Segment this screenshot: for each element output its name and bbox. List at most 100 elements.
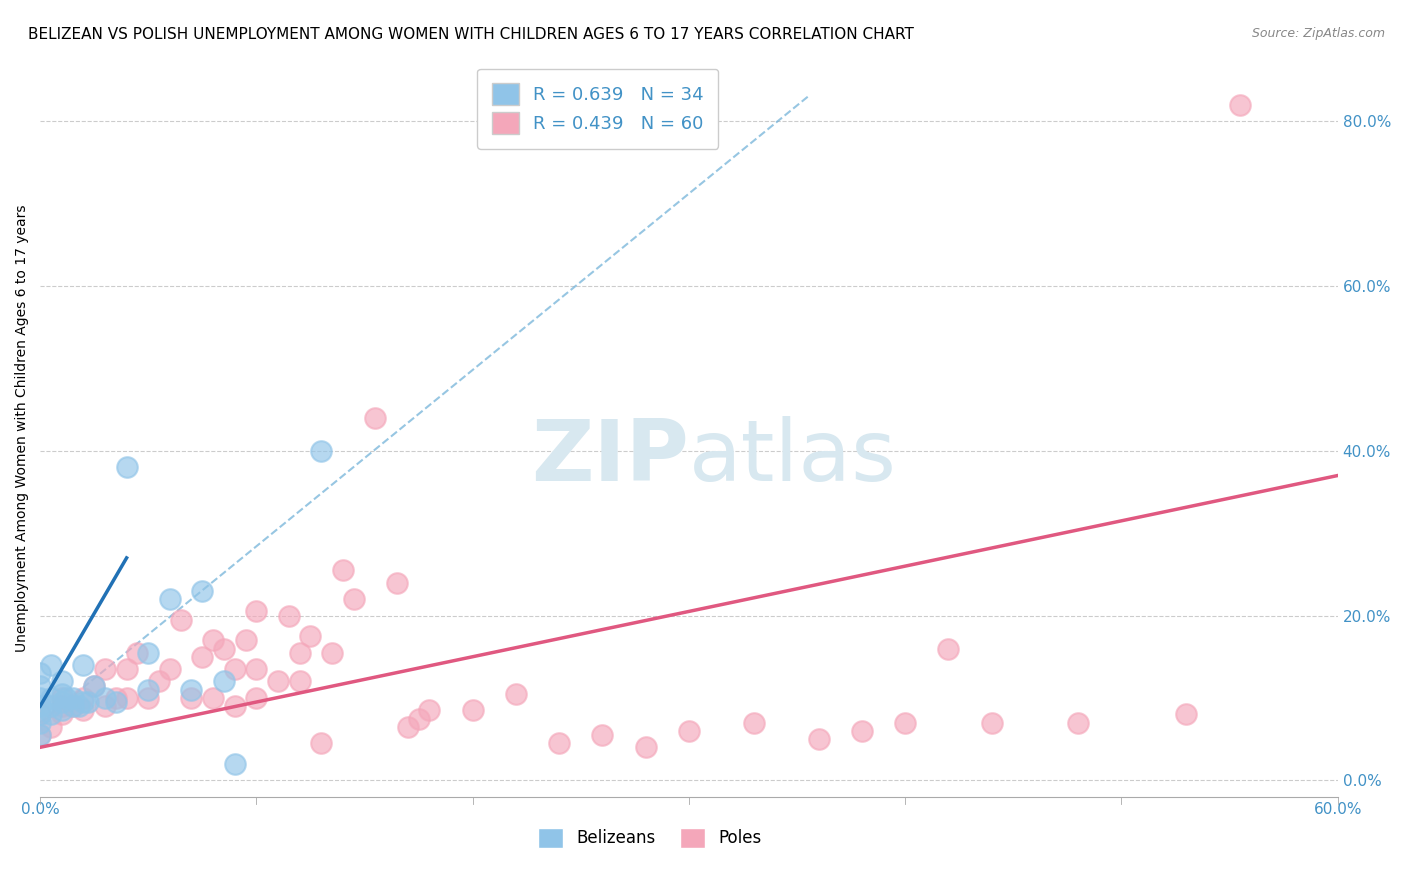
Point xyxy=(72,703,94,717)
Point xyxy=(332,563,354,577)
Point xyxy=(51,690,73,705)
Point xyxy=(548,736,571,750)
Point xyxy=(180,690,202,705)
Legend: Belizeans, Poles: Belizeans, Poles xyxy=(531,822,769,855)
Point xyxy=(224,662,246,676)
Point xyxy=(67,699,90,714)
Point xyxy=(136,646,159,660)
Point xyxy=(30,728,52,742)
Point xyxy=(385,575,408,590)
Point xyxy=(212,641,235,656)
Point xyxy=(72,695,94,709)
Point xyxy=(72,657,94,672)
Point xyxy=(980,715,1002,730)
Point xyxy=(202,690,225,705)
Point xyxy=(30,728,52,742)
Point xyxy=(83,679,105,693)
Point xyxy=(245,662,267,676)
Point xyxy=(191,649,214,664)
Point xyxy=(851,723,873,738)
Point xyxy=(202,633,225,648)
Point xyxy=(62,690,84,705)
Point xyxy=(30,666,52,681)
Point xyxy=(83,679,105,693)
Text: atlas: atlas xyxy=(689,417,897,500)
Point xyxy=(51,687,73,701)
Point xyxy=(39,699,62,714)
Point xyxy=(104,695,127,709)
Point xyxy=(30,690,52,705)
Point xyxy=(408,712,430,726)
Point xyxy=(51,674,73,689)
Point xyxy=(894,715,917,730)
Point xyxy=(39,707,62,722)
Point xyxy=(364,410,387,425)
Point xyxy=(170,613,193,627)
Point xyxy=(115,460,138,475)
Point xyxy=(72,690,94,705)
Point xyxy=(51,707,73,722)
Point xyxy=(807,732,830,747)
Point xyxy=(39,720,62,734)
Point xyxy=(277,608,299,623)
Point xyxy=(94,699,117,714)
Point xyxy=(159,592,181,607)
Point xyxy=(245,690,267,705)
Point xyxy=(159,662,181,676)
Point xyxy=(288,674,311,689)
Point xyxy=(224,756,246,771)
Point xyxy=(343,592,366,607)
Point xyxy=(1229,98,1251,112)
Point xyxy=(115,690,138,705)
Point xyxy=(418,703,440,717)
Point xyxy=(1067,715,1090,730)
Point xyxy=(30,699,52,714)
Point xyxy=(136,682,159,697)
Point xyxy=(678,723,700,738)
Point xyxy=(191,583,214,598)
Point xyxy=(76,695,98,709)
Y-axis label: Unemployment Among Women with Children Ages 6 to 17 years: Unemployment Among Women with Children A… xyxy=(15,204,30,652)
Point xyxy=(938,641,960,656)
Point xyxy=(51,695,73,709)
Point xyxy=(299,629,322,643)
Point xyxy=(288,646,311,660)
Point xyxy=(55,690,77,705)
Text: Source: ZipAtlas.com: Source: ZipAtlas.com xyxy=(1251,27,1385,40)
Point xyxy=(62,699,84,714)
Point xyxy=(62,699,84,714)
Point xyxy=(39,690,62,705)
Point xyxy=(115,662,138,676)
Point xyxy=(461,703,484,717)
Point xyxy=(634,740,657,755)
Point xyxy=(104,690,127,705)
Point xyxy=(267,674,290,689)
Point xyxy=(136,690,159,705)
Point xyxy=(94,662,117,676)
Text: ZIP: ZIP xyxy=(531,417,689,500)
Point xyxy=(742,715,765,730)
Point xyxy=(51,703,73,717)
Point xyxy=(30,707,52,722)
Point xyxy=(309,736,332,750)
Point xyxy=(321,646,343,660)
Point xyxy=(396,720,419,734)
Point xyxy=(30,715,52,730)
Point xyxy=(39,657,62,672)
Point xyxy=(224,699,246,714)
Point xyxy=(94,690,117,705)
Point xyxy=(30,707,52,722)
Point xyxy=(1175,707,1198,722)
Point xyxy=(591,728,613,742)
Point xyxy=(30,679,52,693)
Point xyxy=(235,633,257,648)
Point xyxy=(212,674,235,689)
Text: BELIZEAN VS POLISH UNEMPLOYMENT AMONG WOMEN WITH CHILDREN AGES 6 TO 17 YEARS COR: BELIZEAN VS POLISH UNEMPLOYMENT AMONG WO… xyxy=(28,27,914,42)
Point xyxy=(505,687,527,701)
Point xyxy=(245,604,267,618)
Point xyxy=(309,443,332,458)
Point xyxy=(127,646,149,660)
Point xyxy=(148,674,170,689)
Point xyxy=(51,699,73,714)
Point xyxy=(180,682,202,697)
